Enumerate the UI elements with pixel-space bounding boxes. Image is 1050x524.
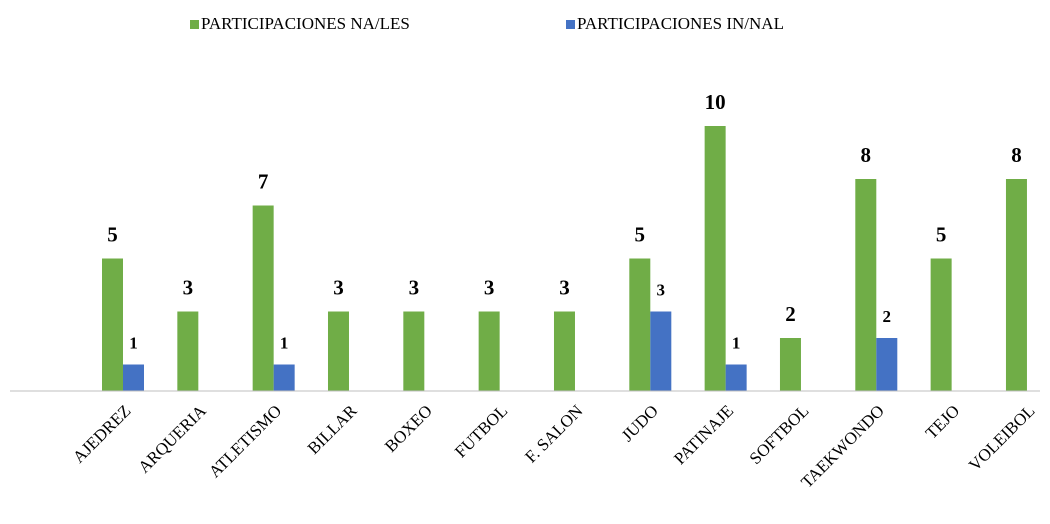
bar [704,126,726,391]
value-label: 1 [732,333,741,352]
bar [102,258,123,391]
value-label: 5 [635,222,646,246]
value-label: 3 [333,275,344,299]
bar [650,311,672,391]
legend-label: PARTICIPACIONES NA/LES [201,14,410,33]
bar [403,311,425,391]
value-label: 1 [280,333,289,352]
bar [252,205,274,391]
value-label: 2 [785,302,796,326]
bar [855,179,877,391]
bar [1005,179,1027,391]
x-tick-label: BILLAR [304,401,361,458]
bar [725,364,747,391]
x-tick-label: BOXEO [381,401,436,456]
value-label: 5 [107,222,118,246]
value-label: 8 [861,143,872,167]
x-tick-label: ARQUERIA [134,401,210,477]
value-label: 1 [129,333,138,352]
bar [327,311,349,391]
x-tick-label: JUDO [618,401,662,445]
value-label: 7 [258,169,269,193]
value-label: 3 [484,275,495,299]
value-label: 8 [1011,143,1022,167]
bar [123,364,144,391]
value-label: 3 [409,275,420,299]
value-label: 5 [936,222,947,246]
x-tick-label: ATLETISMO [205,401,285,481]
legend-swatch [566,20,575,29]
x-tick-label: PATINAJE [670,401,737,468]
bar [273,364,295,391]
x-tick-label: TEJO [922,401,963,442]
value-label: 10 [705,90,726,114]
value-label: 3 [183,275,194,299]
bar [478,311,500,391]
value-label: 2 [883,307,892,326]
bar [930,258,952,391]
legend-label: PARTICIPACIONES IN/NAL [577,14,784,33]
x-tick-label: AJEDREZ [69,401,135,467]
x-tick-label: VOLEIBOL [965,401,1039,475]
bar [553,311,575,391]
bar [876,338,898,391]
x-tick-label: SOFTBOL [746,401,813,468]
bar [177,311,199,391]
x-tick-label: F. SALON [521,401,586,466]
value-label: 3 [559,275,570,299]
x-tick-label: FUTBOL [451,401,511,461]
bar [629,258,651,391]
value-label: 3 [657,280,666,299]
legend-swatch [190,20,199,29]
bar [779,338,801,391]
